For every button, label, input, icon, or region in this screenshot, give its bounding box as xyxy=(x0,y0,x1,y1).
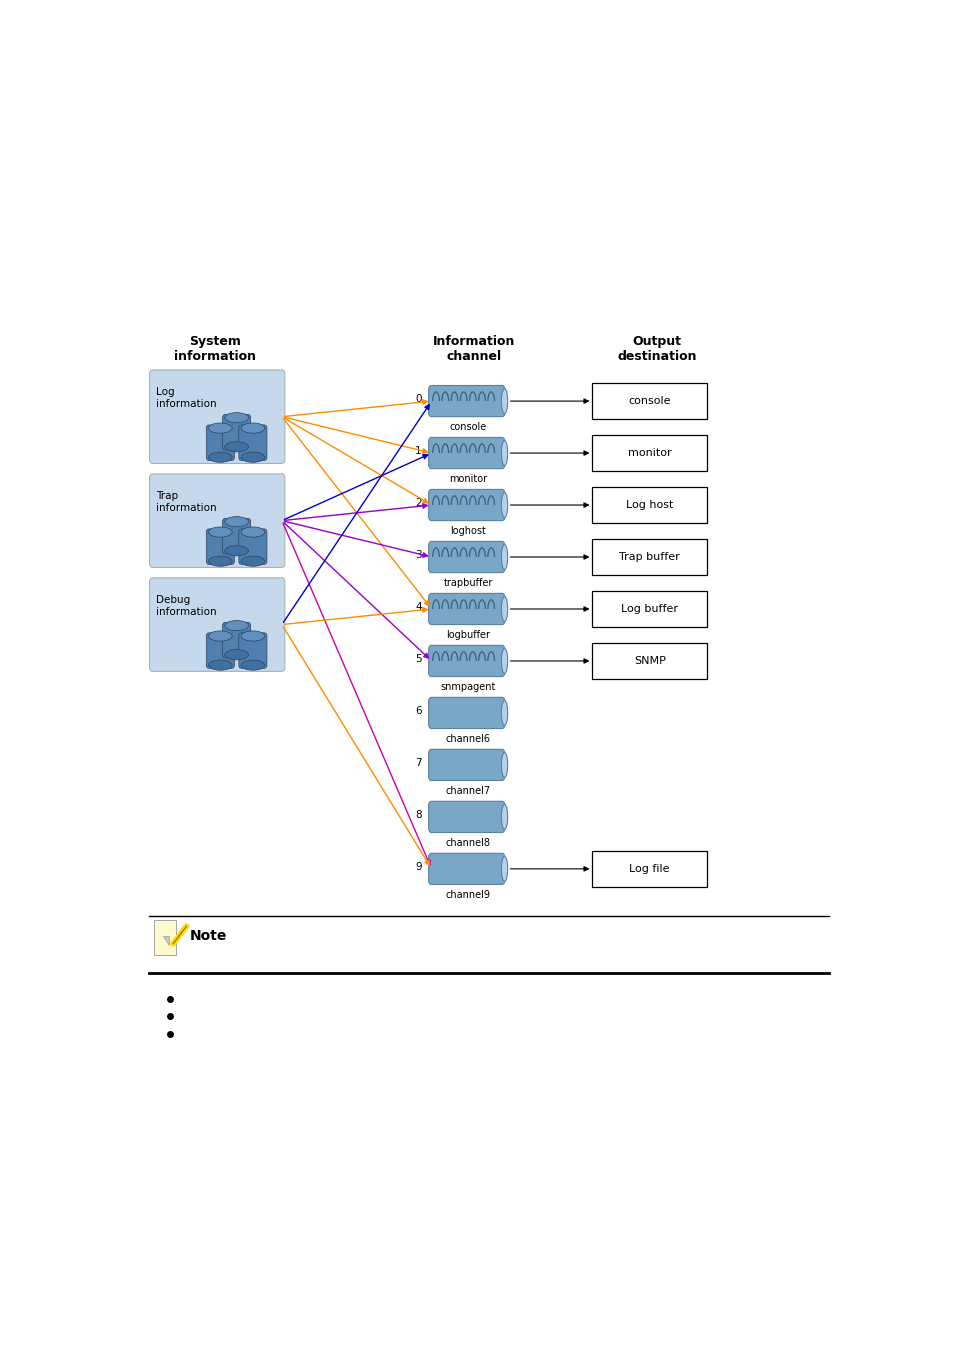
Ellipse shape xyxy=(225,413,248,423)
Ellipse shape xyxy=(501,856,507,882)
Ellipse shape xyxy=(501,440,507,466)
FancyBboxPatch shape xyxy=(206,529,234,564)
FancyBboxPatch shape xyxy=(150,370,285,463)
FancyBboxPatch shape xyxy=(206,425,234,460)
FancyBboxPatch shape xyxy=(428,802,504,833)
Text: 3: 3 xyxy=(415,549,421,560)
FancyBboxPatch shape xyxy=(592,383,706,418)
Text: channel9: channel9 xyxy=(445,890,490,900)
Ellipse shape xyxy=(209,556,232,566)
FancyBboxPatch shape xyxy=(592,644,706,679)
Ellipse shape xyxy=(501,648,507,674)
FancyBboxPatch shape xyxy=(428,490,504,521)
Ellipse shape xyxy=(209,526,232,537)
Ellipse shape xyxy=(225,621,248,630)
Text: 9: 9 xyxy=(415,861,421,872)
Text: 0: 0 xyxy=(415,394,421,404)
FancyBboxPatch shape xyxy=(238,529,267,564)
Text: 1: 1 xyxy=(415,446,421,456)
Text: 8: 8 xyxy=(415,810,421,819)
FancyBboxPatch shape xyxy=(592,852,706,887)
Ellipse shape xyxy=(241,452,264,462)
Ellipse shape xyxy=(209,423,232,433)
Text: Log host: Log host xyxy=(625,500,673,510)
FancyBboxPatch shape xyxy=(592,540,706,575)
Ellipse shape xyxy=(501,493,507,517)
Ellipse shape xyxy=(241,423,264,433)
Ellipse shape xyxy=(501,544,507,570)
FancyBboxPatch shape xyxy=(428,437,504,468)
Text: monitor: monitor xyxy=(627,448,671,458)
Ellipse shape xyxy=(209,452,232,462)
Text: 4: 4 xyxy=(415,602,421,612)
Text: monitor: monitor xyxy=(449,474,487,485)
FancyBboxPatch shape xyxy=(222,622,251,657)
Ellipse shape xyxy=(241,556,264,566)
FancyBboxPatch shape xyxy=(206,633,234,668)
Text: trapbuffer: trapbuffer xyxy=(443,578,493,589)
Text: channel8: channel8 xyxy=(445,838,490,848)
FancyBboxPatch shape xyxy=(150,578,285,671)
FancyBboxPatch shape xyxy=(428,645,504,676)
Text: Output
destination: Output destination xyxy=(617,335,696,363)
FancyBboxPatch shape xyxy=(592,487,706,522)
FancyBboxPatch shape xyxy=(222,518,251,553)
FancyBboxPatch shape xyxy=(592,436,706,471)
Ellipse shape xyxy=(501,701,507,725)
Ellipse shape xyxy=(501,805,507,829)
FancyBboxPatch shape xyxy=(428,386,504,417)
FancyBboxPatch shape xyxy=(428,698,504,729)
Text: console: console xyxy=(628,396,670,406)
Ellipse shape xyxy=(225,517,248,526)
Text: System
information: System information xyxy=(174,335,256,363)
Ellipse shape xyxy=(501,597,507,621)
Ellipse shape xyxy=(209,630,232,641)
Ellipse shape xyxy=(225,545,248,556)
Ellipse shape xyxy=(241,526,264,537)
FancyBboxPatch shape xyxy=(153,919,176,956)
Text: Log file: Log file xyxy=(629,864,669,873)
Text: channel6: channel6 xyxy=(445,734,490,744)
FancyBboxPatch shape xyxy=(428,594,504,625)
FancyBboxPatch shape xyxy=(428,853,504,884)
FancyBboxPatch shape xyxy=(428,541,504,572)
Ellipse shape xyxy=(209,660,232,670)
Ellipse shape xyxy=(241,630,264,641)
FancyBboxPatch shape xyxy=(150,474,285,567)
Text: 6: 6 xyxy=(415,706,421,716)
Text: Trap buffer: Trap buffer xyxy=(618,552,679,562)
FancyBboxPatch shape xyxy=(592,591,706,626)
Text: 5: 5 xyxy=(415,653,421,664)
Ellipse shape xyxy=(501,752,507,778)
Text: snmpagent: snmpagent xyxy=(440,682,496,693)
Text: Log
information: Log information xyxy=(156,387,216,409)
Text: Information
channel: Information channel xyxy=(433,335,515,363)
Ellipse shape xyxy=(225,649,248,660)
FancyBboxPatch shape xyxy=(428,749,504,780)
FancyBboxPatch shape xyxy=(222,414,251,450)
Text: Debug
information: Debug information xyxy=(156,595,216,617)
Text: loghost: loghost xyxy=(450,526,485,536)
FancyBboxPatch shape xyxy=(238,425,267,460)
Text: Log buffer: Log buffer xyxy=(620,603,678,614)
Text: logbuffer: logbuffer xyxy=(446,630,490,640)
Polygon shape xyxy=(163,937,169,945)
Text: console: console xyxy=(449,423,486,432)
Text: Trap
information: Trap information xyxy=(156,491,216,513)
Text: SNMP: SNMP xyxy=(633,656,665,666)
Ellipse shape xyxy=(225,441,248,452)
Ellipse shape xyxy=(501,389,507,413)
Text: channel7: channel7 xyxy=(445,786,490,796)
Text: 2: 2 xyxy=(415,498,421,508)
Ellipse shape xyxy=(241,660,264,670)
Text: 7: 7 xyxy=(415,757,421,768)
FancyBboxPatch shape xyxy=(238,633,267,668)
Text: Note: Note xyxy=(190,929,227,944)
